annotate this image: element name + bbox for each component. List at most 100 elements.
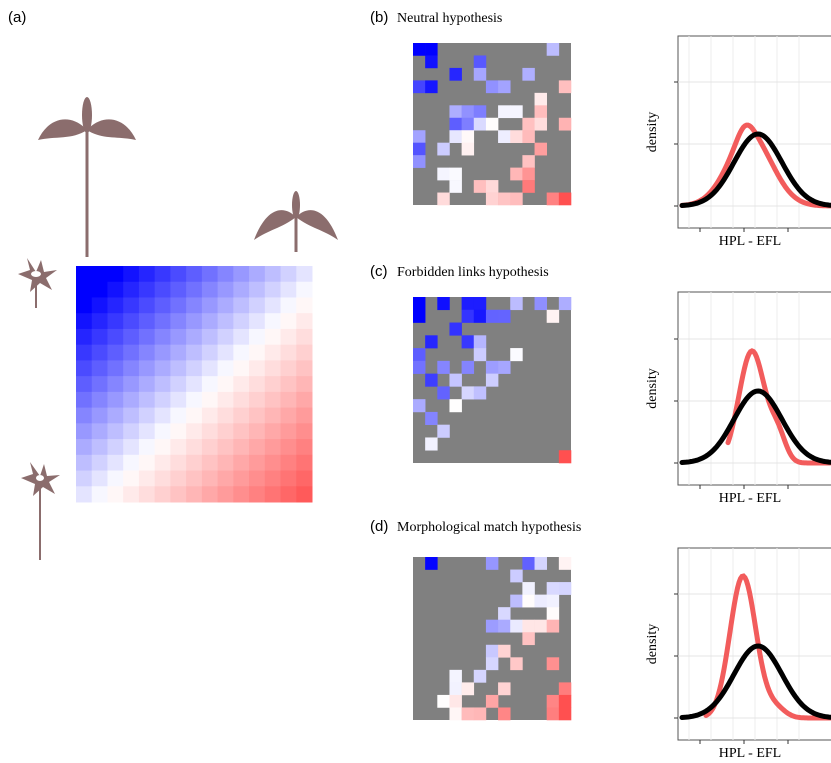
heatmap-cell	[76, 376, 92, 392]
heatmap-cell	[76, 266, 92, 282]
heatmap-cell	[437, 361, 449, 374]
heatmap-cell	[233, 360, 249, 376]
heatmap-cell	[535, 105, 547, 118]
heatmap-cell	[449, 168, 461, 181]
heatmap-cell	[425, 374, 437, 387]
heatmap-cell	[265, 455, 281, 471]
heatmap-cell	[249, 282, 265, 298]
heatmap-cell	[547, 43, 559, 56]
heatmap-cell	[498, 607, 510, 620]
heatmap-cell	[155, 408, 171, 424]
heatmap-cell	[155, 282, 171, 298]
heatmap-cell	[281, 282, 297, 298]
heatmap-cell	[218, 329, 234, 345]
heatmap-cell	[92, 329, 108, 345]
heatmap-cell	[486, 118, 498, 131]
heatmap-cell	[249, 439, 265, 455]
heatmap-cell	[281, 360, 297, 376]
heatmap-cell	[559, 118, 571, 131]
heatmap-cell	[413, 155, 425, 168]
heatmap-cell	[170, 329, 186, 345]
heatmap-cell	[449, 670, 461, 683]
heatmap-cell	[474, 105, 486, 118]
heatmap-cell	[186, 329, 202, 345]
heatmap-cell	[498, 105, 510, 118]
heatmap-cell	[296, 297, 312, 313]
panel-title: Forbidden links hypothesis	[397, 265, 549, 280]
heatmap-cell	[123, 486, 139, 502]
panel-label: (d)	[370, 518, 388, 535]
heatmap-cell	[498, 682, 510, 695]
heatmap-cell	[218, 345, 234, 361]
heatmap-cell	[425, 80, 437, 93]
heatmap-cell	[486, 645, 498, 658]
heatmap-cell	[249, 455, 265, 471]
heatmap-cell	[92, 266, 108, 282]
heatmap-cell	[218, 376, 234, 392]
heatmap-cell	[123, 282, 139, 298]
panel-title: Neutral hypothesis	[397, 11, 502, 26]
heatmap-cell	[155, 392, 171, 408]
panel-label: (a)	[8, 9, 26, 26]
heatmap-cell	[265, 392, 281, 408]
heatmap-cell	[186, 376, 202, 392]
heatmap-cell	[123, 266, 139, 282]
heatmap-cell	[92, 313, 108, 329]
heatmap-cell	[296, 408, 312, 424]
heatmap-cell	[186, 282, 202, 298]
heatmap-cell	[233, 471, 249, 487]
heatmap-cell	[559, 297, 571, 310]
heatmap-cell	[155, 471, 171, 487]
heatmap-cell	[123, 455, 139, 471]
heatmap-cell	[107, 376, 123, 392]
heatmap-cell	[449, 399, 461, 412]
heatmap-cell	[474, 335, 486, 348]
heatmap-cell	[449, 68, 461, 81]
heatmap-cell	[76, 329, 92, 345]
heatmap-cell	[186, 392, 202, 408]
heatmap-cell	[462, 297, 474, 310]
heatmap-cell	[233, 408, 249, 424]
heatmap-cell	[139, 455, 155, 471]
heatmap-cell	[296, 329, 312, 345]
heatmap-cell	[92, 486, 108, 502]
heatmap-cell	[547, 607, 559, 620]
heatmap-cell	[186, 345, 202, 361]
heatmap-cell	[233, 376, 249, 392]
heatmap-cell	[281, 471, 297, 487]
heatmap-cell	[486, 557, 498, 570]
heatmap-cell	[249, 345, 265, 361]
heatmap-cell	[510, 620, 522, 633]
heatmap-cell	[547, 620, 559, 633]
heatmap-cell	[123, 329, 139, 345]
heatmap-cell	[107, 266, 123, 282]
heatmap-cell	[498, 193, 510, 206]
heatmap-cell	[218, 423, 234, 439]
heatmap-cell	[413, 143, 425, 156]
heatmap-cell	[76, 360, 92, 376]
heatmap-cell	[202, 408, 218, 424]
heatmap-cell	[218, 408, 234, 424]
heatmap-cell	[498, 620, 510, 633]
heatmap-cell	[510, 130, 522, 143]
heatmap-cell	[249, 423, 265, 439]
heatmap-cell	[139, 439, 155, 455]
heatmap-cell	[139, 376, 155, 392]
heatmap-cell	[139, 423, 155, 439]
heatmap-cell	[413, 297, 425, 310]
heatmap-cell	[76, 282, 92, 298]
panel-label: (b)	[370, 9, 388, 26]
x-axis-label: HPL - EFL	[719, 491, 781, 506]
heatmap-cell	[535, 595, 547, 608]
heatmap-cell	[559, 707, 571, 720]
heatmap-cell	[76, 297, 92, 313]
heatmap-cell	[218, 297, 234, 313]
heatmap-cell	[170, 313, 186, 329]
heatmap-cell	[92, 360, 108, 376]
heatmap-cell	[281, 392, 297, 408]
heatmap-cell	[559, 557, 571, 570]
heatmap-cell	[249, 392, 265, 408]
heatmap-cell	[218, 471, 234, 487]
heatmap-cell	[449, 130, 461, 143]
heatmap-cell	[265, 439, 281, 455]
